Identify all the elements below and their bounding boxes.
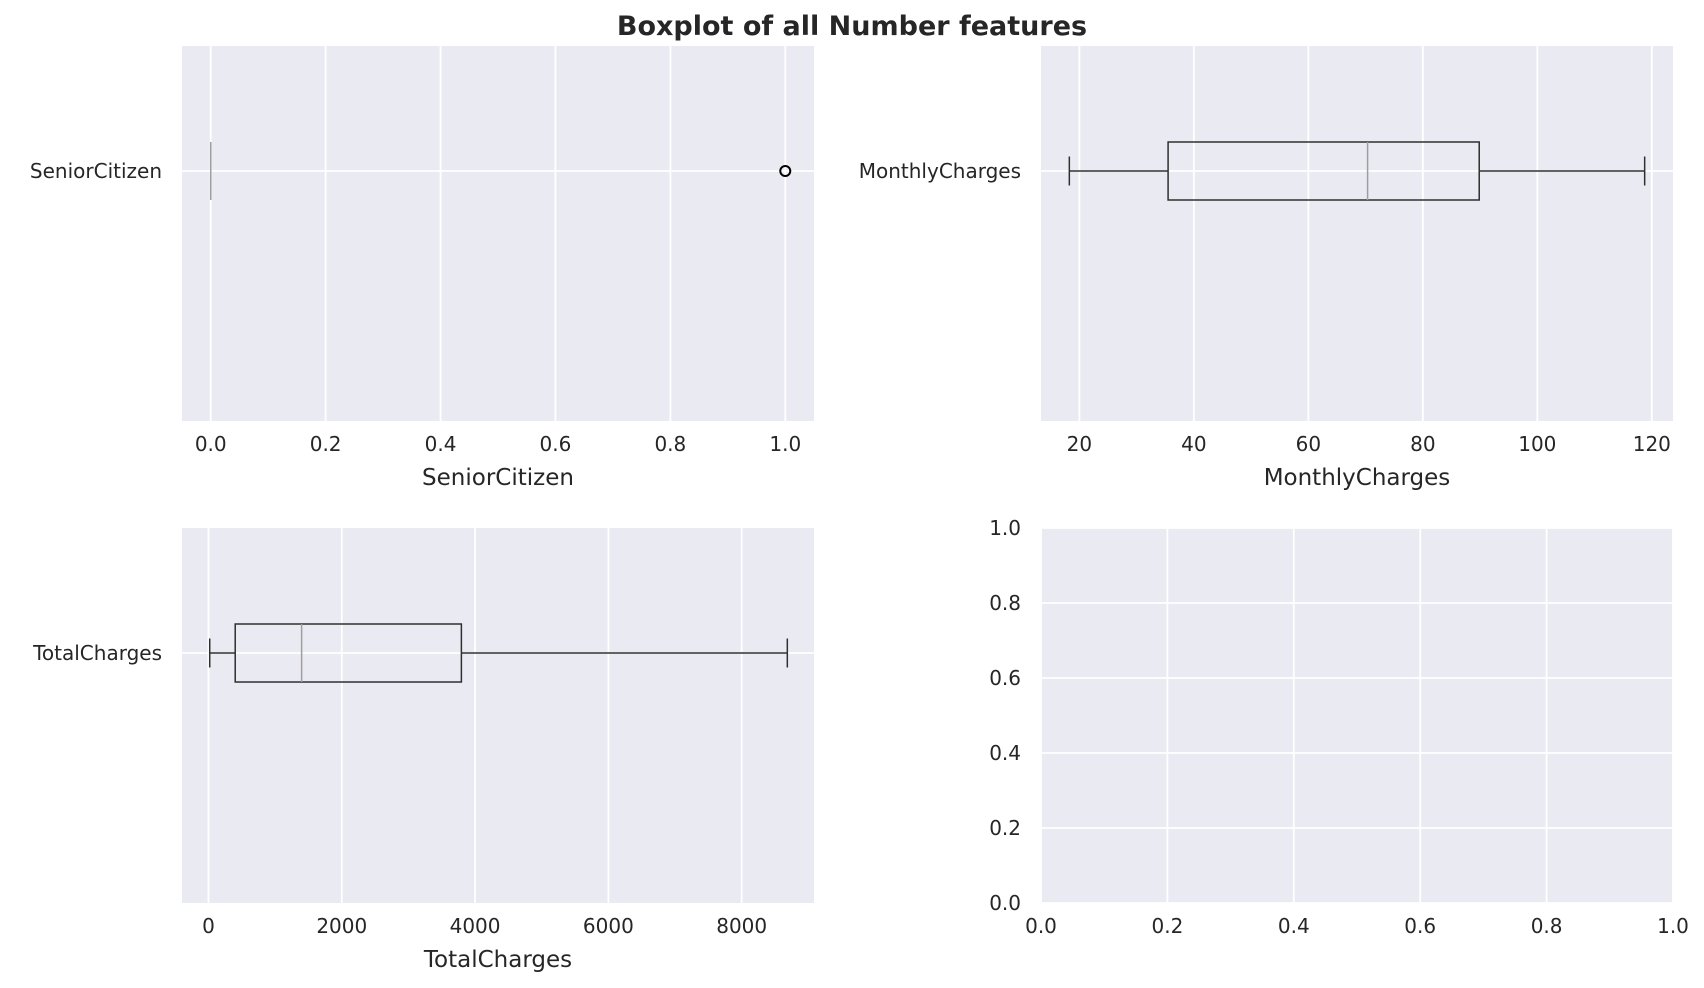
x-tick-label: 0.0: [1025, 914, 1057, 938]
x-tick-label: 0.2: [1151, 914, 1183, 938]
plot-area: [1041, 46, 1673, 421]
x-tick-label: 1.0: [769, 432, 801, 456]
x-tick-label: 80: [1410, 432, 1435, 456]
x-tick-label: 4000: [450, 914, 501, 938]
box-iqr: [234, 623, 463, 683]
y-tick-label: 0.0: [989, 891, 1021, 915]
x-tick-label: 100: [1518, 432, 1556, 456]
x-axis-label: MonthlyCharges: [1264, 465, 1451, 491]
x-tick-label: 120: [1633, 432, 1671, 456]
y-tick-label: 0.2: [989, 816, 1021, 840]
x-tick-label: 2000: [316, 914, 367, 938]
plot-area: [1041, 528, 1673, 903]
subplot-2: 20 40 60 80 100 120 MonthlyCharges MonthlyCharg…: [859, 46, 1673, 491]
y-tick-label: SeniorCitizen: [30, 159, 162, 183]
figure-title: Boxplot of all Number features: [617, 11, 1087, 42]
plot-area: [182, 528, 814, 903]
y-tick-label: 1.0: [989, 516, 1021, 540]
x-tick-label: 0: [202, 914, 215, 938]
box-iqr: [1167, 141, 1480, 201]
y-tick-label: 0.8: [989, 591, 1021, 615]
x-axis-label: SeniorCitizen: [422, 465, 574, 491]
x-tick-label: 0.0: [195, 432, 227, 456]
x-tick-label: 8000: [716, 914, 767, 938]
x-tick-label: 0.6: [540, 432, 572, 456]
x-tick-label: 20: [1067, 432, 1092, 456]
y-tick-label: MonthlyCharges: [859, 159, 1021, 183]
x-tick-label: 0.4: [1278, 914, 1310, 938]
y-tick-label: 0.4: [989, 741, 1021, 765]
x-tick-label: 0.8: [1531, 914, 1563, 938]
x-axis-label: TotalCharges: [423, 947, 572, 973]
x-tick-label: 6000: [583, 914, 634, 938]
x-tick-label: 60: [1296, 432, 1321, 456]
x-tick-label: 40: [1181, 432, 1206, 456]
x-tick-label: 1.0: [1657, 914, 1689, 938]
outlier-point: [779, 165, 792, 177]
y-tick-label: TotalCharges: [32, 641, 162, 665]
x-tick-label: 0.6: [1404, 914, 1436, 938]
subplot-4: 0.0 0.2 0.4 0.6 0.8 1.0 0.0 0.2 0.4 0.6 0.8 1.0: [989, 516, 1689, 938]
subplot-3: 0 2000 4000 6000 8000 TotalCharges TotalCharge…: [32, 528, 814, 973]
x-tick-label: 0.2: [310, 432, 342, 456]
x-tick-label: 0.8: [654, 432, 686, 456]
plot-area: [182, 46, 814, 421]
x-tick-label: 0.4: [425, 432, 457, 456]
y-tick-label: 0.6: [989, 666, 1021, 690]
subplot-1: 0.0 0.2 0.4 0.6 0.8 1.0 SeniorCitizen SeniorCit…: [30, 46, 814, 491]
